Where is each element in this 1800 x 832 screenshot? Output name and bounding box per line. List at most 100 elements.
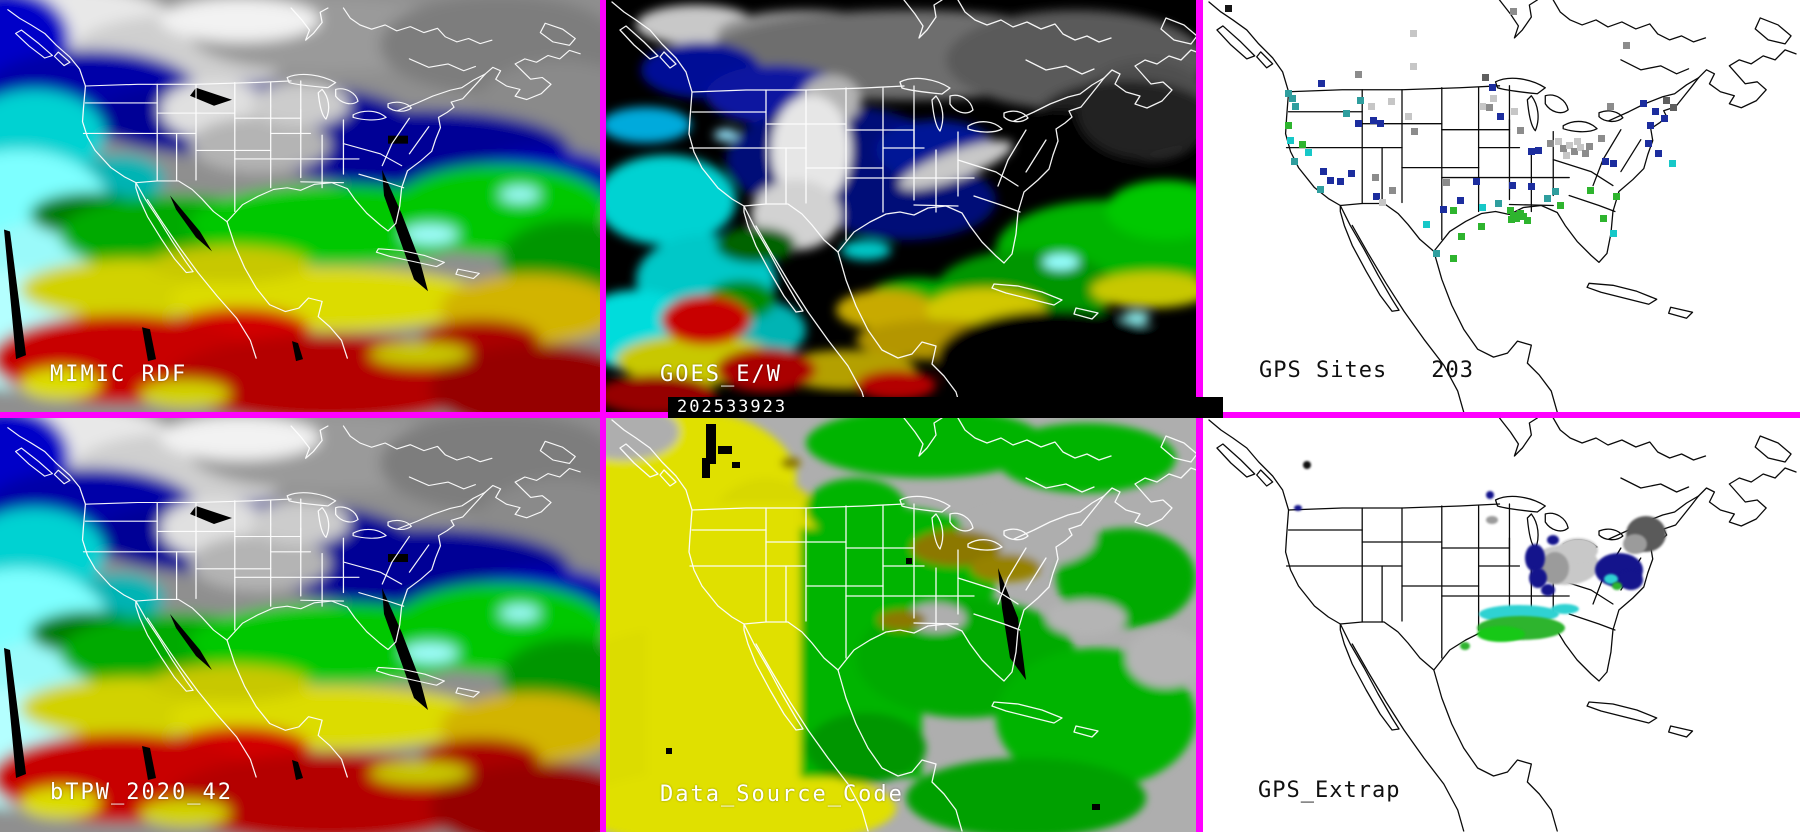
- gps-extrap-blob: [1477, 626, 1525, 642]
- gps-site-dot: [1563, 152, 1570, 159]
- gps-site-dot: [1552, 188, 1559, 195]
- gps-site-dot: [1289, 95, 1296, 102]
- panel-data-source-code: Data_Source_Code: [606, 418, 1196, 832]
- gps-site-dot: [1318, 80, 1325, 87]
- gps-site-dot: [1225, 5, 1232, 12]
- gps-site-dot: [1507, 207, 1514, 214]
- gps-extrap-blob: [1303, 461, 1311, 469]
- gps-site-dot: [1337, 178, 1344, 185]
- gps-extrap-label: GPS_Extrap: [1258, 778, 1401, 803]
- gps-site-dot: [1670, 104, 1677, 111]
- gps-sites-label-text: GPS Sites: [1259, 358, 1388, 383]
- gps-site-dot: [1411, 128, 1418, 135]
- btpw-imagery: [0, 418, 600, 832]
- gps-site-dot: [1458, 233, 1465, 240]
- gps-extrap-blob: [1529, 568, 1547, 588]
- gps-site-dot: [1410, 30, 1417, 37]
- gps-extrap-blob: [1612, 582, 1622, 590]
- gps-site-dot: [1663, 97, 1670, 104]
- gps-site-dot: [1652, 108, 1659, 115]
- gps-site-dot: [1450, 255, 1457, 262]
- gps-site-dot: [1343, 110, 1350, 117]
- gps-site-dot: [1610, 230, 1617, 237]
- gps-site-dot: [1285, 90, 1292, 97]
- gps-site-dot: [1571, 148, 1578, 155]
- gps-extrap-blob: [1486, 516, 1498, 524]
- gps-extrap-blob: [1460, 642, 1470, 650]
- gps-extrap-blob: [1525, 544, 1545, 572]
- gps-site-dot: [1389, 187, 1396, 194]
- gps-site-dot: [1368, 103, 1375, 110]
- gps-sites-dot-layer: [1203, 0, 1800, 412]
- gps-extrap-blob: [1486, 491, 1494, 499]
- gps-site-dot: [1509, 182, 1516, 189]
- gps-site-dot: [1645, 140, 1652, 147]
- gps-site-dot: [1440, 206, 1447, 213]
- gps-site-dot: [1479, 204, 1486, 211]
- gps-site-dot: [1285, 122, 1292, 129]
- gps-site-dot: [1598, 135, 1605, 142]
- gps-extrap-blob: [1294, 505, 1302, 511]
- gps-site-dot: [1388, 98, 1395, 105]
- gps-extrap-blob: [1541, 584, 1555, 596]
- goes-imagery: [606, 0, 1196, 412]
- gps-site-dot: [1489, 84, 1496, 91]
- mimic-rdf-imagery: [0, 0, 600, 412]
- gps-site-dot: [1524, 217, 1531, 224]
- gps-site-dot: [1669, 160, 1676, 167]
- gps-site-dot: [1450, 207, 1457, 214]
- panel-btpw: bTPW_2020_42: [0, 418, 600, 832]
- gps-sites-label: GPS Sites 203: [1259, 358, 1474, 383]
- gps-site-dot: [1433, 250, 1440, 257]
- panel-goes-ew: GOES_E/W: [606, 0, 1196, 412]
- gps-site-dot: [1560, 145, 1567, 152]
- timestamp-bar: 202533923: [668, 397, 1223, 418]
- gps-site-dot: [1287, 137, 1294, 144]
- gps-site-dot: [1535, 147, 1542, 154]
- mimic-rdf-label: MIMIC RDF: [50, 362, 188, 387]
- gps-site-dot: [1317, 186, 1324, 193]
- gps-site-dot: [1528, 148, 1535, 155]
- gps-extrap-blob: [1619, 570, 1643, 590]
- panel-gps-sites: GPS Sites 203: [1203, 0, 1800, 412]
- gps-site-dot: [1482, 74, 1489, 81]
- gps-site-dot: [1370, 117, 1377, 124]
- gps-site-dot: [1355, 120, 1362, 127]
- gps-site-dot: [1379, 199, 1386, 206]
- goes-ew-label: GOES_E/W: [660, 362, 782, 387]
- gps-site-dot: [1586, 143, 1593, 150]
- gps-site-dot: [1520, 213, 1527, 220]
- gps-extrap-blob: [1604, 574, 1618, 584]
- gps-site-dot: [1613, 193, 1620, 200]
- gps-site-dot: [1291, 158, 1298, 165]
- gps-extrap-blob: [1623, 534, 1647, 554]
- gps-site-dot: [1655, 150, 1662, 157]
- gps-site-dot: [1544, 195, 1551, 202]
- gps-site-dot: [1510, 8, 1517, 15]
- gps-site-dot: [1566, 142, 1573, 149]
- gps-site-dot: [1348, 170, 1355, 177]
- gps-site-dot: [1647, 122, 1654, 129]
- gps-site-dot: [1355, 71, 1362, 78]
- gps-site-dot: [1555, 138, 1562, 145]
- gps-site-dot: [1511, 108, 1518, 115]
- gps-site-dot: [1292, 103, 1299, 110]
- gps-site-dot: [1372, 174, 1379, 181]
- timestamp-text: 202533923: [677, 397, 788, 417]
- gps-site-dot: [1610, 160, 1617, 167]
- gps-site-dot: [1661, 115, 1668, 122]
- gps-site-dot: [1528, 183, 1535, 190]
- btpw-label: bTPW_2020_42: [50, 780, 233, 805]
- gps-extrap-blob: [1547, 535, 1559, 545]
- gps-site-dot: [1377, 120, 1384, 127]
- gps-site-dot: [1305, 149, 1312, 156]
- gps-site-dot: [1373, 193, 1380, 200]
- gps-site-dot: [1607, 103, 1614, 110]
- gps-site-dot: [1357, 97, 1364, 104]
- gps-site-dot: [1443, 179, 1450, 186]
- gps-site-dot: [1640, 100, 1647, 107]
- gps-site-dot: [1478, 223, 1485, 230]
- gps-site-dot: [1508, 216, 1515, 223]
- panel-mimic-rdf: MIMIC RDF: [0, 0, 600, 412]
